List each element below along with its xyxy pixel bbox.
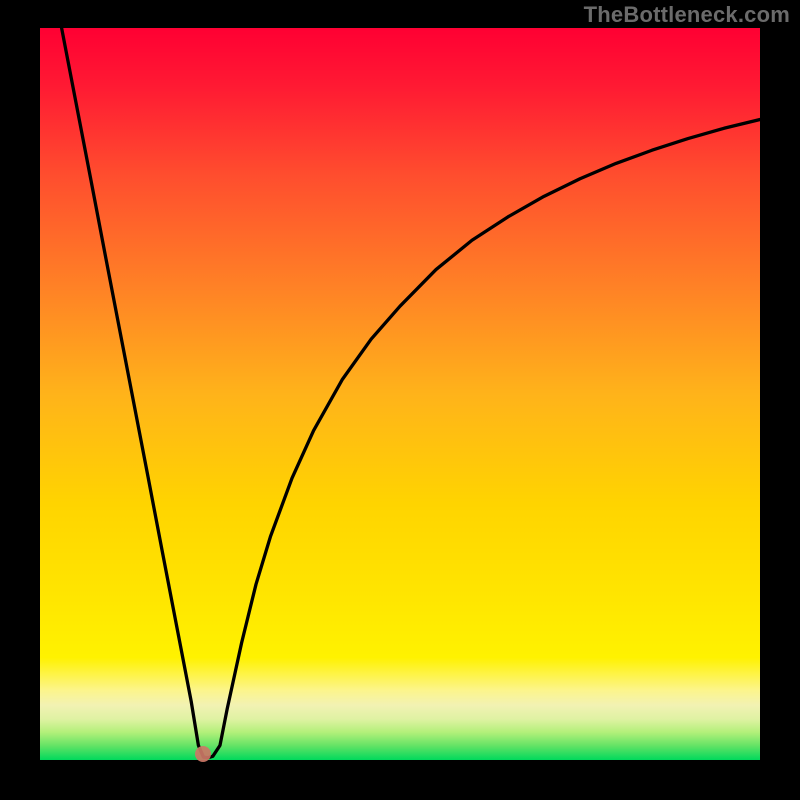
plot-svg [40,28,760,760]
plot-area [40,28,760,760]
chart-container: TheBottleneck.com [0,0,800,800]
watermark-text: TheBottleneck.com [584,2,790,28]
optimal-point-marker [195,746,211,762]
gradient-background [40,28,760,760]
